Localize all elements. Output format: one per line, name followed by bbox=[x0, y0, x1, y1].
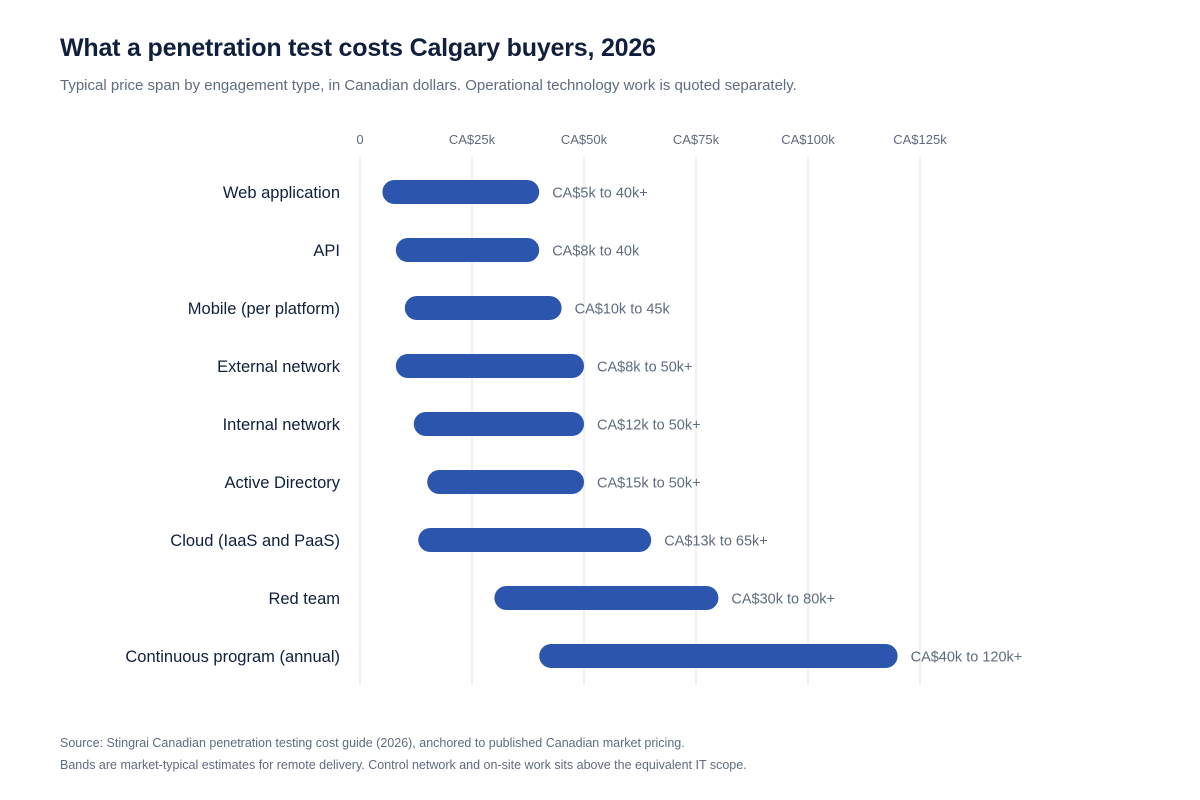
methodology-note: Bands are market-typical estimates for r… bbox=[60, 758, 747, 772]
category-label: Mobile (per platform) bbox=[188, 300, 340, 318]
source-note: Source: Stingrai Canadian penetration te… bbox=[60, 736, 685, 750]
data-labels: CA$5k to 40k+ CA$8k to 40k CA$10k to 45k CA… bbox=[552, 186, 1022, 666]
category-label: Active Directory bbox=[224, 474, 340, 492]
x-tick-label: CA$100k bbox=[781, 132, 835, 147]
category-label: Continuous program (annual) bbox=[125, 648, 340, 666]
range-bar bbox=[418, 528, 652, 552]
range-data-label: CA$10k to 45k bbox=[575, 302, 671, 318]
range-bar bbox=[413, 412, 584, 436]
range-data-label: CA$12k to 50k+ bbox=[597, 418, 701, 434]
category-label: External network bbox=[217, 358, 341, 376]
range-data-label: CA$8k to 40k bbox=[552, 244, 640, 260]
range-bar bbox=[404, 296, 562, 320]
category-label: Cloud (IaaS and PaaS) bbox=[170, 532, 340, 550]
range-bar bbox=[382, 180, 540, 204]
range-bar bbox=[395, 354, 584, 378]
range-data-label: CA$30k to 80k+ bbox=[731, 592, 835, 608]
x-tick-label: 0 bbox=[356, 132, 363, 147]
x-tick-label: CA$25k bbox=[449, 132, 496, 147]
range-bars bbox=[382, 180, 898, 668]
category-label: Internal network bbox=[223, 416, 341, 434]
category-label: API bbox=[313, 242, 340, 260]
chart-title: What a penetration test costs Calgary bu… bbox=[60, 34, 656, 62]
range-bar bbox=[395, 238, 540, 262]
chart-subtitle: Typical price span by engagement type, i… bbox=[60, 77, 797, 94]
category-label: Web application bbox=[223, 184, 340, 202]
category-label: Red team bbox=[268, 590, 340, 608]
range-data-label: CA$5k to 40k+ bbox=[552, 186, 648, 202]
range-bar-chart: 0 CA$25k CA$50k CA$75k CA$100k CA$125k Web ap… bbox=[125, 132, 1022, 685]
range-bar bbox=[494, 586, 719, 610]
range-bar bbox=[427, 470, 584, 494]
x-tick-label: CA$125k bbox=[893, 132, 947, 147]
range-data-label: CA$13k to 65k+ bbox=[664, 534, 768, 550]
x-tick-label: CA$75k bbox=[673, 132, 720, 147]
x-tick-label: CA$50k bbox=[561, 132, 608, 147]
range-data-label: CA$8k to 50k+ bbox=[597, 360, 693, 376]
x-axis-ticks: 0 CA$25k CA$50k CA$75k CA$100k CA$125k bbox=[356, 132, 947, 147]
range-data-label: CA$40k to 120k+ bbox=[911, 650, 1023, 666]
category-labels: Web application API Mobile (per platform) E… bbox=[125, 184, 340, 666]
range-data-label: CA$15k to 50k+ bbox=[597, 476, 701, 492]
range-bar bbox=[539, 644, 898, 668]
